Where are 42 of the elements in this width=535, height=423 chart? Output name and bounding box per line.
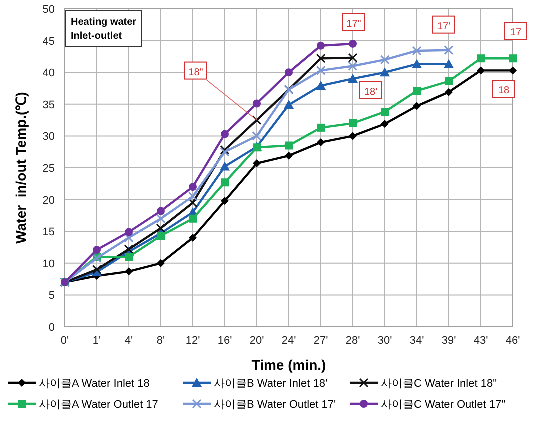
y-tick-label: 10 <box>42 258 55 270</box>
annotation: 18 <box>498 86 510 97</box>
y-tick-label: 5 <box>48 290 55 302</box>
y-tick-label: 15 <box>42 226 55 239</box>
y-tick-label: 50 <box>42 4 55 16</box>
y-axis-title: Water in/out Temp.(℃) <box>13 92 29 244</box>
annotation: Heating water Inlet-outlet <box>71 17 137 42</box>
x-tick-label: 34' <box>410 335 424 347</box>
x-tick-label: 28' <box>346 335 360 347</box>
x-tick-label: 0' <box>60 335 70 347</box>
note-box: Heating water Inlet-outlet <box>66 10 142 48</box>
x-tick-label: 16' <box>218 335 232 347</box>
y-tick-label: 30 <box>42 131 55 144</box>
legend-label: 사이클B Water Inlet 18' <box>214 378 328 390</box>
y-tick-label: 25 <box>42 163 55 175</box>
legend-label: 사이클A Water Inlet 18 <box>39 378 150 390</box>
annotation: 18' <box>364 86 378 98</box>
legend-label: 사이클A Water Outlet 17 <box>39 399 158 411</box>
x-tick-label: 20' <box>250 335 264 347</box>
y-tick-label: 0 <box>48 322 55 334</box>
y-tick-label: 40 <box>42 68 55 80</box>
annotation: 18" <box>188 67 204 78</box>
x-tick-label: 30' <box>378 335 392 347</box>
y-tick-label: 45 <box>42 36 55 48</box>
y-tick-label: 35 <box>42 99 55 112</box>
x-tick-label: 1' <box>92 335 102 347</box>
legend-label: 사이클B Water Outlet 17' <box>214 399 336 411</box>
x-axis-title: Time (min.) <box>252 357 326 373</box>
annotation: 17' <box>437 21 451 32</box>
legend-label: 사이클C Water Inlet 18" <box>381 378 498 390</box>
x-tick-label: 43' <box>474 335 488 347</box>
x-tick-label: 27' <box>314 335 328 347</box>
y-tick-label: 20 <box>42 194 55 207</box>
annotation: 17" <box>346 18 362 30</box>
x-tick-label: 8' <box>156 335 166 347</box>
x-tick-label: 4' <box>124 335 134 347</box>
x-tick-label: 39' <box>442 335 456 347</box>
x-tick-label: 46' <box>506 335 520 347</box>
legend-label: 사이클C Water Outlet 17" <box>381 399 506 411</box>
x-tick-label: 24' <box>282 335 296 347</box>
annotation: 17 <box>510 28 522 39</box>
x-tick-label: 12' <box>186 335 200 347</box>
